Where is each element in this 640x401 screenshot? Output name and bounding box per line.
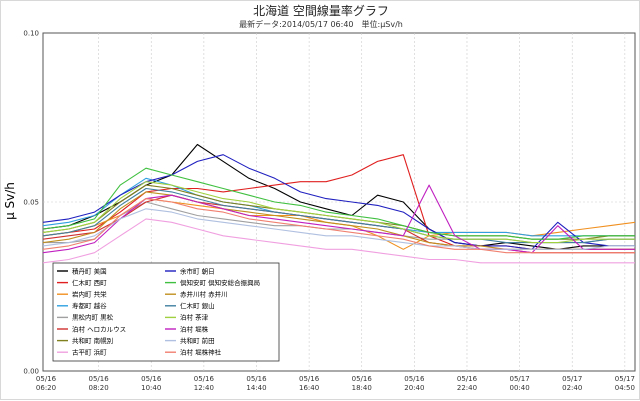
x-tick-date: 05/16 bbox=[194, 375, 215, 383]
legend-label: 赤井川村 赤井川 bbox=[180, 290, 228, 299]
legend-box bbox=[52, 262, 280, 362]
x-tick-time: 16:40 bbox=[299, 384, 319, 392]
x-tick-date: 05/16 bbox=[141, 375, 162, 383]
x-tick-date: 05/16 bbox=[404, 375, 425, 383]
legend-label: 黒松内町 黒松 bbox=[72, 313, 114, 322]
x-tick-time: 14:40 bbox=[246, 384, 266, 392]
legend-label: 仁木町 銀山 bbox=[180, 301, 215, 310]
legend-label: 泊村 堀株神社 bbox=[180, 348, 222, 357]
y-axis-label: μ Sv/h bbox=[3, 182, 17, 220]
x-tick-date: 05/16 bbox=[89, 375, 110, 383]
series-line bbox=[42, 198, 635, 254]
x-tick-date: 05/16 bbox=[36, 375, 57, 383]
legend-label: 共和町 前田 bbox=[180, 336, 215, 345]
y-tick-label: 0.10 bbox=[23, 30, 39, 38]
x-tick-date: 05/16 bbox=[299, 375, 320, 383]
y-tick-label: 0.05 bbox=[23, 199, 39, 207]
legend-label: 積丹町 美国 bbox=[72, 266, 107, 275]
legend-label: 倶知安町 倶知安総合振興局 bbox=[180, 278, 260, 287]
y-tick-label: 0.00 bbox=[23, 368, 39, 376]
series-line bbox=[42, 181, 635, 244]
x-tick-date: 05/17 bbox=[510, 375, 530, 383]
legend-label: 泊村 茶津 bbox=[180, 313, 209, 322]
x-tick-time: 04:50 bbox=[615, 384, 635, 392]
x-tick-time: 20:40 bbox=[404, 384, 424, 392]
x-tick-date: 05/17 bbox=[562, 375, 582, 383]
x-tick-time: 10:40 bbox=[141, 384, 161, 392]
legend-label: 泊村 ヘロカルウス bbox=[72, 324, 126, 333]
x-tick-date: 05/16 bbox=[457, 375, 478, 383]
series-lines bbox=[42, 143, 636, 264]
x-tick-time: 12:40 bbox=[194, 384, 214, 392]
axes: 0.000.050.1005/1606:2005/1608:2005/1610:… bbox=[23, 30, 635, 393]
x-tick-time: 18:40 bbox=[352, 384, 372, 392]
legend-label: 泊村 堀株 bbox=[180, 324, 209, 333]
chart-subtitle: 最新データ:2014/05/17 06:40 単位:μSv/h bbox=[239, 19, 403, 29]
series-line bbox=[42, 208, 635, 250]
x-tick-time: 02:40 bbox=[562, 384, 582, 392]
x-tick-date: 05/16 bbox=[246, 375, 267, 383]
legend-label: 共和町 南幌別 bbox=[72, 336, 113, 345]
x-tick-date: 05/17 bbox=[615, 375, 635, 383]
legend-label: 仁木町 西町 bbox=[72, 278, 107, 287]
legend-label: 岩内町 共栄 bbox=[72, 290, 107, 299]
series-line bbox=[42, 167, 635, 240]
x-tick-time: 08:20 bbox=[89, 384, 109, 392]
x-tick-time: 06:20 bbox=[36, 384, 56, 392]
series-line bbox=[42, 218, 635, 264]
legend-label: 古平町 浜町 bbox=[72, 348, 107, 357]
grid bbox=[43, 33, 635, 371]
legend-label: 余市町 朝日 bbox=[180, 266, 215, 275]
x-tick-time: 22:40 bbox=[457, 384, 477, 392]
x-tick-date: 05/16 bbox=[352, 375, 373, 383]
x-tick-time: 00:40 bbox=[510, 384, 530, 392]
legend-label: 寿都町 越谷 bbox=[72, 301, 107, 310]
chart-title: 北海道 空間線量率グラフ bbox=[253, 3, 389, 18]
